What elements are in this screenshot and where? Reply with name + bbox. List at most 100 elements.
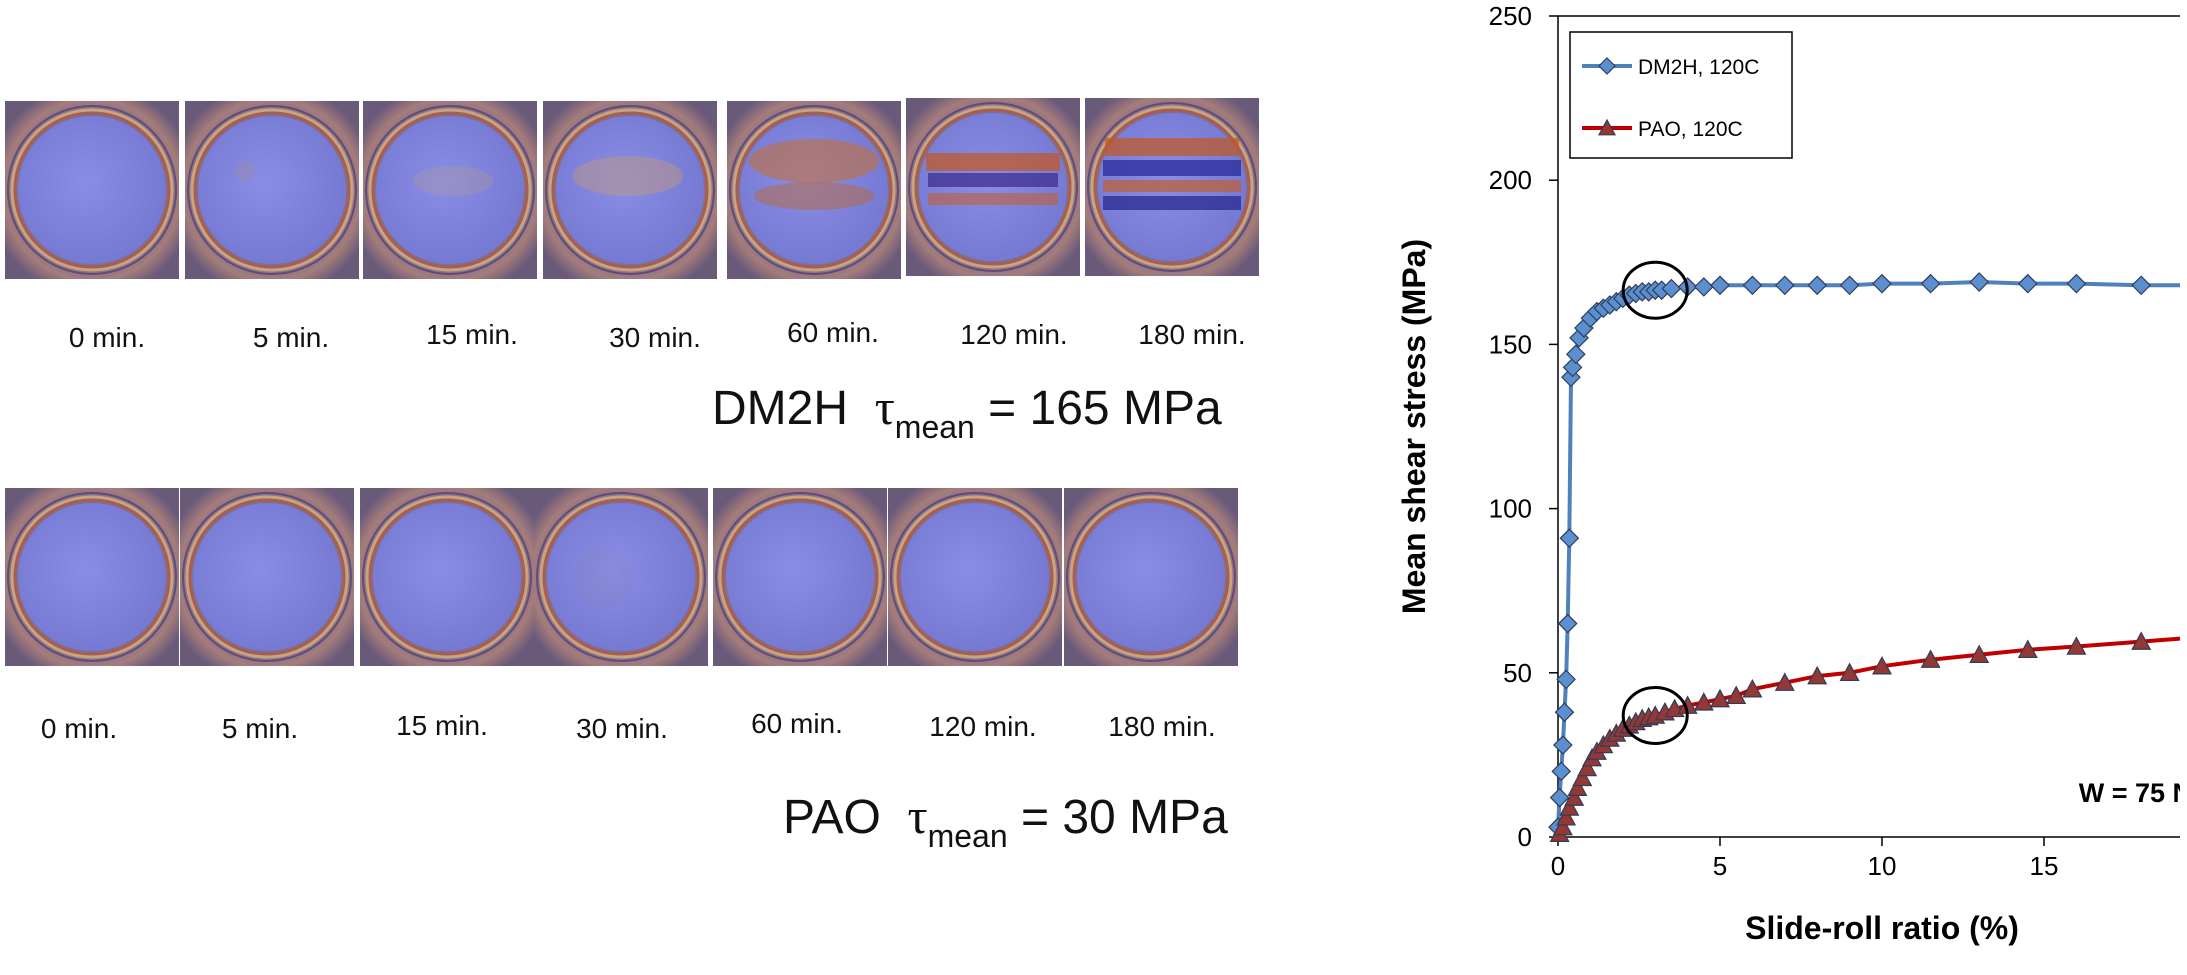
data-point [1577, 757, 1598, 777]
data-point [1871, 655, 1893, 675]
data-point [1742, 275, 1763, 296]
dm2h-contact-image-60min [727, 101, 901, 279]
highlight-circle [1621, 260, 1689, 320]
data-point [1556, 669, 1576, 690]
x-tick-label: 0 [1551, 851, 1565, 881]
data-point [1549, 787, 1570, 808]
dm2h-contact-image-5min [185, 101, 359, 279]
pao-contact-image-120min [888, 488, 1062, 666]
dm2h-name: DM2H [712, 382, 849, 435]
pao-caption: PAO τmean = 30 MPa [783, 787, 1228, 855]
dm2h-contact-image-30min [543, 101, 717, 279]
data-point [1693, 692, 1714, 711]
data-point [2066, 273, 2087, 294]
data-point [2131, 631, 2152, 650]
pao-time-label: 60 min. [751, 708, 843, 739]
y-tick-label: 0 [1518, 822, 1532, 852]
y-tick-label: 200 [1489, 165, 1532, 195]
data-point [1556, 807, 1577, 826]
data-point [1872, 273, 1892, 294]
pao-time-label: 5 min. [221, 713, 299, 744]
data-point [1693, 277, 1714, 297]
data-point [1565, 344, 1586, 365]
data-point [1726, 685, 1747, 705]
data-point [2017, 639, 2038, 659]
pao-contact-image-5min [180, 488, 354, 666]
y-tick-label: 250 [1489, 1, 1532, 31]
data-point [1969, 272, 1990, 292]
legend-label: PAO, 120C [1638, 118, 1743, 141]
data-point [1567, 777, 1588, 796]
dm2h-time-label: 15 min. [426, 319, 518, 350]
tau-symbol: τ [907, 788, 928, 844]
data-point [1552, 816, 1573, 836]
data-point [1661, 278, 1682, 299]
shear-stress-chart: 05010015020025005101520Slide-roll ratio … [1396, 1, 2180, 946]
dm2h-caption: DM2H τmean = 165 MPa [712, 378, 1222, 446]
pao-contact-image-0min [5, 488, 179, 666]
data-point [1774, 672, 1795, 691]
pao-contact-image-60min [713, 488, 887, 666]
plot-area: 05010015020025005101520Slide-roll ratio … [1396, 1, 2180, 946]
legend-box [1569, 31, 1793, 159]
y-tick-label: 100 [1489, 494, 1532, 524]
data-point [2017, 273, 2038, 294]
data-point [1553, 735, 1573, 755]
pao-contact-image-30min [534, 488, 708, 666]
load-annotation: W = 75 N [2079, 778, 2180, 808]
data-point [1920, 649, 1941, 668]
tau-subscript: mean [927, 818, 1008, 854]
data-point [1562, 357, 1583, 378]
data-point [1807, 275, 1828, 296]
data-point [1564, 787, 1585, 806]
y-tick-label: 50 [1503, 658, 1532, 688]
dm2h-time-label: 5 min. [252, 322, 330, 353]
pao-time-label: 15 min. [396, 710, 488, 741]
dm2h-contact-image-0min [5, 101, 179, 279]
data-point [1807, 665, 1828, 685]
dm2h-time-label: 60 min. [787, 317, 879, 348]
y-tick-label: 150 [1489, 329, 1532, 359]
data-point [2131, 275, 2152, 296]
legend-label: DM2H, 120C [1638, 56, 1759, 79]
data-point [1559, 797, 1580, 816]
dm2h-value: = 165 MPa [988, 382, 1222, 435]
data-point [1969, 644, 1990, 663]
highlight-circle [1621, 685, 1689, 745]
x-tick-label: 10 [1868, 851, 1897, 881]
pao-name: PAO [783, 791, 881, 844]
pao-time-label: 30 min. [576, 713, 668, 744]
data-point [1559, 528, 1580, 549]
data-point [1839, 662, 1860, 682]
legend-marker [1598, 57, 1616, 75]
data-point [1742, 678, 1763, 698]
dm2h-time-label: 0 min. [68, 322, 146, 353]
data-point [1554, 702, 1575, 723]
tau-symbol: τ [874, 379, 895, 435]
data-point [1572, 767, 1593, 787]
dm2h-time-label: 120 min. [960, 319, 1068, 350]
x-tick-label: 5 [1713, 851, 1727, 881]
data-point [1710, 275, 1730, 296]
dm2h-time-label: 30 min. [609, 322, 701, 353]
pao-time-label: 120 min. [929, 711, 1037, 742]
pao-value: = 30 MPa [1020, 791, 1228, 844]
x-tick-label: 15 [2030, 851, 2059, 881]
pao-contact-image-15min [360, 488, 534, 666]
pao-time-label: 180 min. [1108, 711, 1216, 742]
dm2h-contact-image-15min [363, 101, 537, 279]
y-axis-label: Mean shear stress (MPa) [1396, 239, 1432, 614]
legend-marker [1597, 118, 1617, 136]
data-point [1709, 688, 1731, 708]
x-axis-label: Slide-roll ratio (%) [1745, 910, 2019, 946]
dm2h-contact-image-180min [1085, 98, 1259, 276]
data-point [1920, 273, 1941, 294]
data-point [1839, 275, 1860, 296]
pao-time-label: 0 min. [40, 713, 118, 744]
dm2h-time-label: 180 min. [1138, 319, 1246, 350]
data-point [2066, 636, 2087, 655]
data-point [1774, 275, 1795, 296]
data-point [1551, 761, 1572, 782]
dm2h-contact-image-120min [906, 98, 1080, 276]
tau-subscript: mean [894, 409, 975, 445]
